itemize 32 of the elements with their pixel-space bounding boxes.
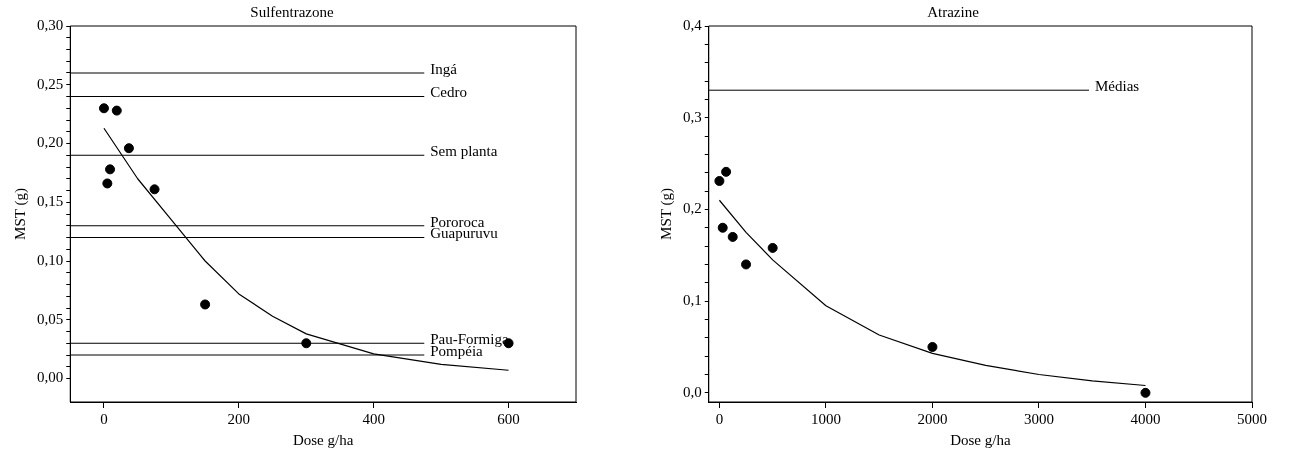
x-tick-label: 5000 [1237,410,1267,427]
y-tick-label: 0,0 [683,383,702,400]
y-tick-label: 0,25 [37,75,64,92]
y-axis-title: MST (g) [11,188,29,240]
y-tick-label: 0,2 [683,200,702,217]
chart-title: Atrazine [927,3,980,20]
x-tick-label: 200 [227,410,251,427]
y-tick-label: 0,1 [683,292,702,309]
x-tick-label: 0 [100,410,108,427]
x-axis-title: Dose g/ha [950,431,1011,448]
ref-line-label: Sem planta [430,143,498,160]
y-tick-label: 0,4 [683,16,703,33]
y-tick-label: 0,20 [37,134,64,151]
x-axis-title: Dose g/ha [292,431,354,448]
x-tick-label: 400 [362,410,385,427]
ref-line-label: Cedro [430,84,467,101]
y-tick-label: 0,15 [37,193,64,210]
x-tick-label: 2000 [917,410,948,427]
x-tick-label: 3000 [1023,410,1054,427]
x-tick-label: 1000 [810,410,841,427]
y-tick-label: 0,10 [37,251,64,268]
x-tick-label: 4000 [1130,410,1161,427]
ref-line-label: Ingá [430,60,458,77]
ref-line-label: Médias [1095,78,1140,95]
y-tick-label: 0,05 [37,310,64,327]
x-tick-label: 0 [715,410,724,427]
y-tick-label: 0,30 [37,16,64,33]
y-tick-label: 0,3 [683,108,702,125]
chart-title: Sulfentrazone [250,3,334,20]
x-tick-label: 600 [497,410,520,427]
y-axis-title: MST (g) [657,188,675,240]
y-tick-label: 0,00 [37,369,64,386]
